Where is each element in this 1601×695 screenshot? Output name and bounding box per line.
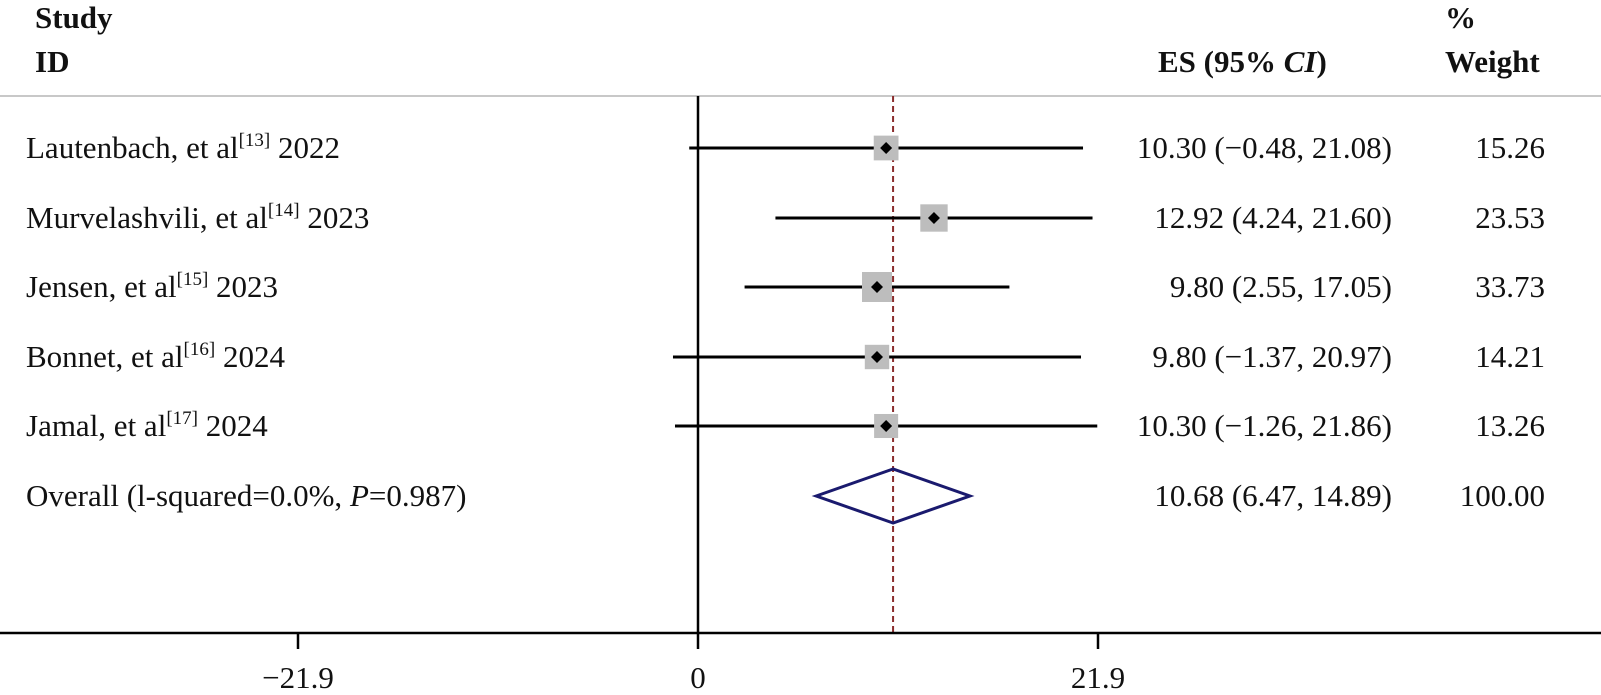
- point-estimate: [870, 281, 883, 293]
- study-label: Murvelashvili, et al[14] 2023: [26, 200, 369, 235]
- study-name: Lautenbach, et al: [26, 130, 239, 165]
- study-space: [208, 269, 216, 304]
- overall-label: Overall (l-squared=0.0%, P=0.987): [26, 478, 466, 513]
- header-weight: Weight: [1445, 44, 1540, 79]
- header-id: ID: [35, 44, 69, 79]
- es-ci-value: 9.80 (−1.37, 20.97): [1152, 339, 1392, 374]
- point-estimate: [880, 420, 893, 432]
- header-percent: %: [1445, 0, 1476, 35]
- header-es-ci: CI: [1284, 44, 1318, 79]
- study-name: Murvelashvili, et al: [26, 200, 268, 235]
- study-rows: Lautenbach, et al[13] 2022 10.30 (−0.48, …: [26, 130, 1545, 513]
- es-ci-value: 12.92 (4.24, 21.60): [1154, 200, 1392, 235]
- es-ci-value: 10.30 (−1.26, 21.86): [1137, 408, 1392, 443]
- point-estimate: [927, 212, 940, 224]
- overall-label-suffix: =0.987): [369, 478, 467, 513]
- study-label: Jamal, et al[17] 2024: [26, 408, 268, 443]
- x-tick-label: 0: [690, 660, 706, 695]
- weight-value: 14.21: [1475, 339, 1545, 374]
- weight-value: 33.73: [1475, 269, 1545, 304]
- study-year: 2023: [307, 200, 369, 235]
- study-name: Jamal, et al: [26, 408, 166, 443]
- point-estimate: [870, 351, 883, 363]
- point-estimate: [880, 142, 893, 154]
- header-es: ES (95% CI): [1158, 44, 1327, 79]
- weight-value: 13.26: [1475, 408, 1545, 443]
- overall-es-ci-value: 10.68 (6.47, 14.89): [1154, 478, 1392, 513]
- study-space: [270, 130, 278, 165]
- header-es-suffix: ): [1317, 44, 1327, 79]
- weight-value: 23.53: [1475, 200, 1545, 235]
- study-year: 2024: [206, 408, 269, 443]
- study-label: Lautenbach, et al[13] 2022: [26, 130, 340, 165]
- es-ci-value: 10.30 (−0.48, 21.08): [1137, 130, 1392, 165]
- study-ref: [13]: [239, 130, 271, 151]
- study-space: [300, 200, 308, 235]
- overall-weight-value: 100.00: [1460, 478, 1545, 513]
- x-axis: −21.9 0 21.9: [0, 631, 1601, 695]
- x-tick-label: −21.9: [262, 660, 334, 695]
- study-year: 2023: [216, 269, 278, 304]
- study-ref: [14]: [268, 200, 300, 221]
- header-study: Study: [35, 0, 113, 35]
- weight-value: 15.26: [1475, 130, 1545, 165]
- study-year: 2022: [278, 130, 340, 165]
- study-ref: [15]: [177, 269, 209, 290]
- overall-label-prefix: Overall (l-squared=0.0%,: [26, 478, 350, 513]
- study-label: Bonnet, et al[16] 2024: [26, 339, 285, 374]
- study-ref: [17]: [166, 408, 198, 429]
- x-tick-label: 21.9: [1071, 660, 1125, 695]
- study-label: Jensen, et al[15] 2023: [26, 269, 278, 304]
- study-ref: [16]: [184, 339, 216, 360]
- header-es-prefix: ES (95%: [1158, 44, 1284, 79]
- plot-marks: [672, 96, 1098, 633]
- study-space: [198, 408, 206, 443]
- study-year: 2024: [223, 339, 286, 374]
- overall-label-p: P: [349, 478, 369, 513]
- study-name: Jensen, et al: [26, 269, 177, 304]
- overall-diamond: [811, 467, 975, 525]
- study-space: [215, 339, 223, 374]
- study-name: Bonnet, et al: [26, 339, 184, 374]
- es-ci-value: 9.80 (2.55, 17.05): [1170, 269, 1392, 304]
